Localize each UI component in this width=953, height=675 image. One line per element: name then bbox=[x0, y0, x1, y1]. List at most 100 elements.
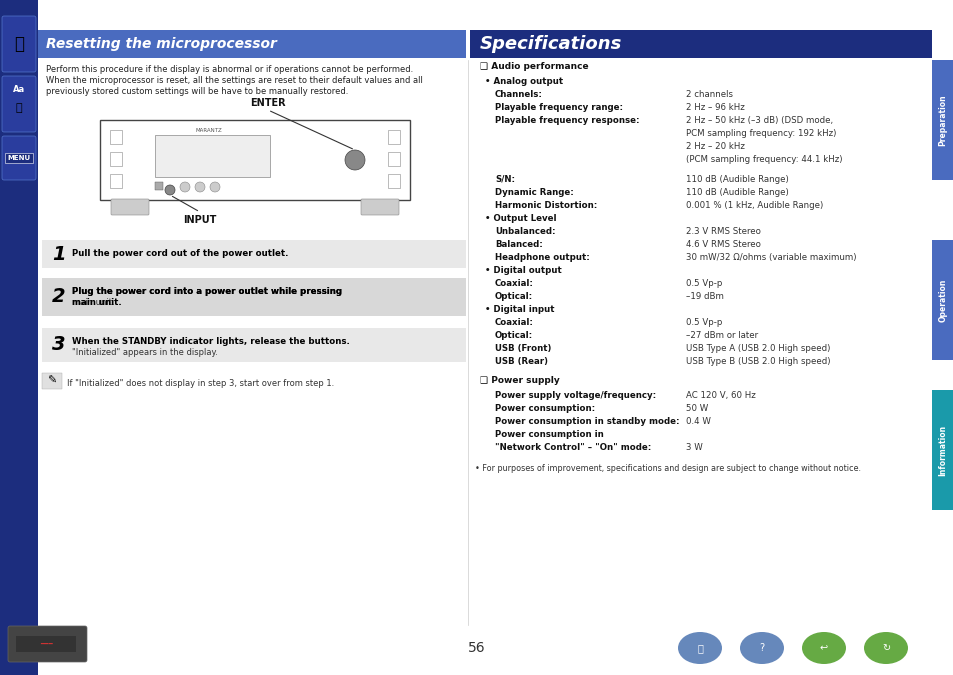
Text: ↩: ↩ bbox=[819, 643, 827, 653]
Text: MENU: MENU bbox=[8, 155, 30, 161]
Ellipse shape bbox=[740, 632, 783, 664]
Text: Specifications: Specifications bbox=[479, 35, 621, 53]
Text: 30 mW/32 Ω/ohms (variable maximum): 30 mW/32 Ω/ohms (variable maximum) bbox=[685, 253, 856, 262]
Text: MARANTZ: MARANTZ bbox=[195, 128, 222, 133]
Text: ━━━: ━━━ bbox=[40, 641, 52, 647]
Bar bbox=[110, 130, 122, 144]
Text: –19 dBm: –19 dBm bbox=[685, 292, 723, 301]
FancyBboxPatch shape bbox=[2, 76, 36, 132]
Text: S/N:: S/N: bbox=[495, 175, 515, 184]
Text: Balanced:: Balanced: bbox=[495, 240, 542, 249]
Bar bbox=[388, 152, 399, 166]
Text: ↻: ↻ bbox=[881, 643, 889, 653]
Circle shape bbox=[210, 182, 220, 192]
Bar bbox=[42, 328, 465, 362]
Text: INPUT: INPUT bbox=[183, 215, 216, 225]
Text: Operation: Operation bbox=[938, 278, 946, 322]
Ellipse shape bbox=[863, 632, 907, 664]
Text: • For purposes of improvement, specifications and design are subject to change w: • For purposes of improvement, specifica… bbox=[475, 464, 861, 473]
Text: Pull the power cord out of the power outlet.: Pull the power cord out of the power out… bbox=[71, 249, 288, 258]
FancyBboxPatch shape bbox=[360, 199, 398, 215]
Text: Optical:: Optical: bbox=[495, 331, 533, 340]
Text: 2 Hz – 96 kHz: 2 Hz – 96 kHz bbox=[685, 103, 744, 112]
Text: main unit.: main unit. bbox=[71, 298, 122, 307]
Text: 📖: 📖 bbox=[14, 35, 24, 53]
Text: 📖: 📖 bbox=[697, 643, 702, 653]
Text: Playable frequency response:: Playable frequency response: bbox=[495, 116, 639, 125]
Text: Aa: Aa bbox=[13, 86, 25, 94]
Text: 0.5 Vp-p: 0.5 Vp-p bbox=[685, 318, 721, 327]
Bar bbox=[16, 636, 76, 652]
Text: AC 120 V, 60 Hz: AC 120 V, 60 Hz bbox=[685, 391, 755, 400]
Bar bbox=[154, 135, 270, 177]
Text: 0.001 % (1 kHz, Audible Range): 0.001 % (1 kHz, Audible Range) bbox=[685, 201, 822, 210]
Bar bbox=[42, 240, 465, 268]
Bar bbox=[931, 60, 953, 180]
Text: 0.5 Vp-p: 0.5 Vp-p bbox=[685, 279, 721, 288]
Text: USB (Rear): USB (Rear) bbox=[495, 357, 547, 366]
Text: 50 W: 50 W bbox=[685, 404, 707, 413]
Text: Coaxial:: Coaxial: bbox=[495, 279, 534, 288]
Bar bbox=[931, 390, 953, 510]
Text: ❑ Audio performance: ❑ Audio performance bbox=[479, 62, 588, 71]
Text: 👓: 👓 bbox=[15, 103, 22, 113]
Text: USB Type A (USB 2.0 High speed): USB Type A (USB 2.0 High speed) bbox=[685, 344, 829, 353]
Circle shape bbox=[165, 185, 174, 195]
Bar bbox=[388, 174, 399, 188]
Text: PCM sampling frequency: 192 kHz): PCM sampling frequency: 192 kHz) bbox=[685, 129, 836, 138]
Text: USB (Front): USB (Front) bbox=[495, 344, 551, 353]
Text: Perform this procedure if the display is abnormal or if operations cannot be per: Perform this procedure if the display is… bbox=[46, 65, 413, 74]
FancyBboxPatch shape bbox=[2, 16, 36, 72]
Bar bbox=[931, 240, 953, 360]
FancyBboxPatch shape bbox=[2, 136, 36, 180]
Text: 1: 1 bbox=[52, 244, 66, 263]
Text: ?: ? bbox=[759, 643, 763, 653]
Bar bbox=[0, 0, 38, 675]
Text: "Network Control" – "On" mode:: "Network Control" – "On" mode: bbox=[495, 443, 651, 452]
Text: USB Type B (USB 2.0 High speed): USB Type B (USB 2.0 High speed) bbox=[685, 357, 830, 366]
Bar bbox=[110, 152, 122, 166]
Text: • Digital input: • Digital input bbox=[484, 305, 554, 314]
Text: Optical:: Optical: bbox=[495, 292, 533, 301]
Text: Dynamic Range:: Dynamic Range: bbox=[495, 188, 573, 197]
Text: ENTER: ENTER bbox=[250, 98, 286, 108]
Text: • Analog output: • Analog output bbox=[484, 77, 562, 86]
Text: ✎: ✎ bbox=[48, 376, 56, 386]
Text: Power consumption in: Power consumption in bbox=[495, 430, 603, 439]
Text: Playable frequency range:: Playable frequency range: bbox=[495, 103, 622, 112]
Text: Power supply voltage/frequency:: Power supply voltage/frequency: bbox=[495, 391, 656, 400]
Text: If "Initialized" does not display in step 3, start over from step 1.: If "Initialized" does not display in ste… bbox=[67, 379, 334, 388]
Text: Power consumption:: Power consumption: bbox=[495, 404, 595, 413]
Text: 56: 56 bbox=[468, 641, 485, 655]
Text: Plug the power cord into a power outlet while pressing: Plug the power cord into a power outlet … bbox=[71, 287, 345, 296]
Text: 2.3 V RMS Stereo: 2.3 V RMS Stereo bbox=[685, 227, 760, 236]
Text: Information: Information bbox=[938, 425, 946, 476]
Ellipse shape bbox=[678, 632, 721, 664]
Text: 3: 3 bbox=[52, 335, 66, 354]
Text: 2 Hz – 20 kHz: 2 Hz – 20 kHz bbox=[685, 142, 744, 151]
Text: 4.6 V RMS Stereo: 4.6 V RMS Stereo bbox=[685, 240, 760, 249]
Bar bbox=[38, 30, 465, 58]
Text: Preparation: Preparation bbox=[938, 95, 946, 146]
Text: –27 dBm or later: –27 dBm or later bbox=[685, 331, 758, 340]
Bar bbox=[470, 30, 931, 58]
Circle shape bbox=[194, 182, 205, 192]
Bar bbox=[42, 278, 465, 316]
Text: Resetting the microprocessor: Resetting the microprocessor bbox=[46, 37, 276, 51]
Text: (PCM sampling frequency: 44.1 kHz): (PCM sampling frequency: 44.1 kHz) bbox=[685, 155, 841, 164]
Text: Unbalanced:: Unbalanced: bbox=[495, 227, 555, 236]
Ellipse shape bbox=[801, 632, 845, 664]
Bar bbox=[110, 174, 122, 188]
Bar bbox=[100, 120, 410, 200]
Text: "Initialized" appears in the display.: "Initialized" appears in the display. bbox=[71, 348, 217, 357]
Text: 2: 2 bbox=[52, 288, 66, 306]
Text: Power consumption in standby mode:: Power consumption in standby mode: bbox=[495, 417, 679, 426]
Text: • Digital output: • Digital output bbox=[484, 266, 561, 275]
Bar bbox=[388, 130, 399, 144]
FancyBboxPatch shape bbox=[8, 626, 87, 662]
Text: main unit.: main unit. bbox=[71, 298, 114, 307]
Bar bbox=[154, 182, 163, 190]
Text: 110 dB (Audible Range): 110 dB (Audible Range) bbox=[685, 188, 788, 197]
Text: When the STANDBY indicator lights, release the buttons.: When the STANDBY indicator lights, relea… bbox=[71, 337, 350, 346]
Circle shape bbox=[180, 182, 190, 192]
